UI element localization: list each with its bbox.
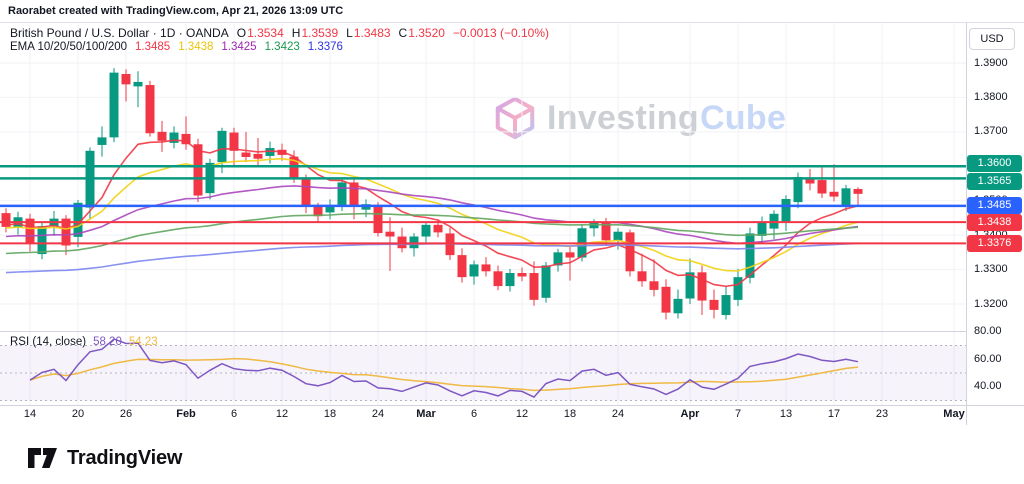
time-tick-label: Apr — [680, 408, 700, 420]
watermark-text-investing: Investing — [547, 99, 699, 137]
time-tick-label: 12 — [515, 408, 529, 420]
time-tick-label: 23 — [875, 408, 889, 420]
rsi-legend: RSI (14, close) 58.20 54.23 — [10, 336, 158, 348]
rsi-tick-label: 40.00 — [974, 380, 1002, 393]
ohlc-open-value: 1.3534 — [247, 26, 284, 40]
ohlc-high-label: H — [291, 26, 301, 40]
time-tick-label: 6 — [230, 408, 238, 420]
investingcube-logo-icon — [495, 96, 535, 140]
tradingview-logo[interactable]: TradingView — [28, 447, 182, 470]
watermark-text-cube: Cube — [699, 99, 787, 137]
tradingview-logo-text: TradingView — [67, 447, 183, 469]
rsi-legend-label: RSI (14, close) — [10, 336, 87, 348]
time-tick-label: Feb — [176, 408, 196, 420]
time-tick-label: 26 — [119, 408, 133, 420]
ema50-value: 1.3425 — [221, 41, 257, 53]
ohlc-close-label: C — [398, 26, 408, 40]
price-level-badge: 1.3600 — [967, 154, 1022, 172]
ohlc-open-label: O — [236, 26, 247, 40]
price-level-badge: 1.3376 — [967, 234, 1022, 252]
currency-axis-button[interactable]: USD — [969, 28, 1015, 50]
time-tick-label: 14 — [23, 408, 37, 420]
ema200-value: 1.3376 — [307, 41, 343, 53]
time-tick-label: 7 — [734, 408, 742, 420]
rsi-ma-value: 54.23 — [128, 336, 158, 348]
price-tick-label: 1.3800 — [974, 90, 1008, 103]
ema100-value: 1.3423 — [264, 41, 300, 53]
price-tick-label: 1.3300 — [974, 263, 1008, 276]
ohlc-low-label: L — [346, 26, 353, 40]
ema-legend: EMA 10/20/50/100/200 1.3485 1.3438 1.342… — [10, 41, 343, 53]
symbol-legend: British Pound / U.S. Dollar · 1D · OANDA… — [10, 26, 549, 40]
time-tick-label: 18 — [563, 408, 577, 420]
attribution-text: Raorabet created with TradingView.com, A… — [8, 5, 344, 17]
ema20-value: 1.3438 — [178, 41, 214, 53]
ohlc-high: H 1.3539 — [292, 26, 338, 40]
price-tick-label: 1.3900 — [974, 56, 1008, 69]
ohlc-low: L 1.3483 — [346, 26, 390, 40]
price-tick-label: 1.3700 — [974, 125, 1008, 138]
time-tick-label: 24 — [371, 408, 385, 420]
ohlc-low-value: 1.3483 — [353, 26, 391, 40]
ema10-value: 1.3485 — [135, 41, 171, 53]
investingcube-watermark: Investing Cube — [492, 94, 786, 142]
ohlc-high-value: 1.3539 — [301, 26, 339, 40]
ohlc-open: O 1.3534 — [237, 26, 284, 40]
time-tick-label: 6 — [470, 408, 478, 420]
time-tick-label: 17 — [827, 408, 841, 420]
rsi-value: 58.20 — [93, 336, 122, 348]
time-tick-label: 12 — [275, 408, 289, 420]
price-tick-label: 1.3200 — [974, 297, 1008, 310]
price-level-badge: 1.3438 — [967, 213, 1022, 231]
price-level-badge: 1.3485 — [967, 197, 1022, 215]
ema-legend-label: EMA 10/20/50/100/200 — [10, 41, 128, 53]
time-tick-label: May — [943, 408, 965, 420]
tradingview-logo-icon — [28, 447, 57, 468]
time-tick-label: Mar — [416, 408, 436, 420]
symbol-title: British Pound / U.S. Dollar · 1D · OANDA — [10, 26, 229, 40]
ohlc-close: C 1.3520 — [399, 26, 445, 40]
rsi-tick-label: 60.00 — [974, 352, 1002, 365]
ohlc-close-value: 1.3520 — [408, 26, 445, 40]
price-level-badge: 1.3565 — [967, 172, 1022, 190]
time-tick-label: 13 — [779, 408, 793, 420]
time-tick-label: 18 — [323, 408, 337, 420]
change-value: −0.0013 (−0.10%) — [452, 26, 549, 40]
time-tick-label: 20 — [71, 408, 85, 420]
rsi-tick-label: 80.00 — [974, 325, 1002, 338]
time-tick-label: 24 — [611, 408, 625, 420]
